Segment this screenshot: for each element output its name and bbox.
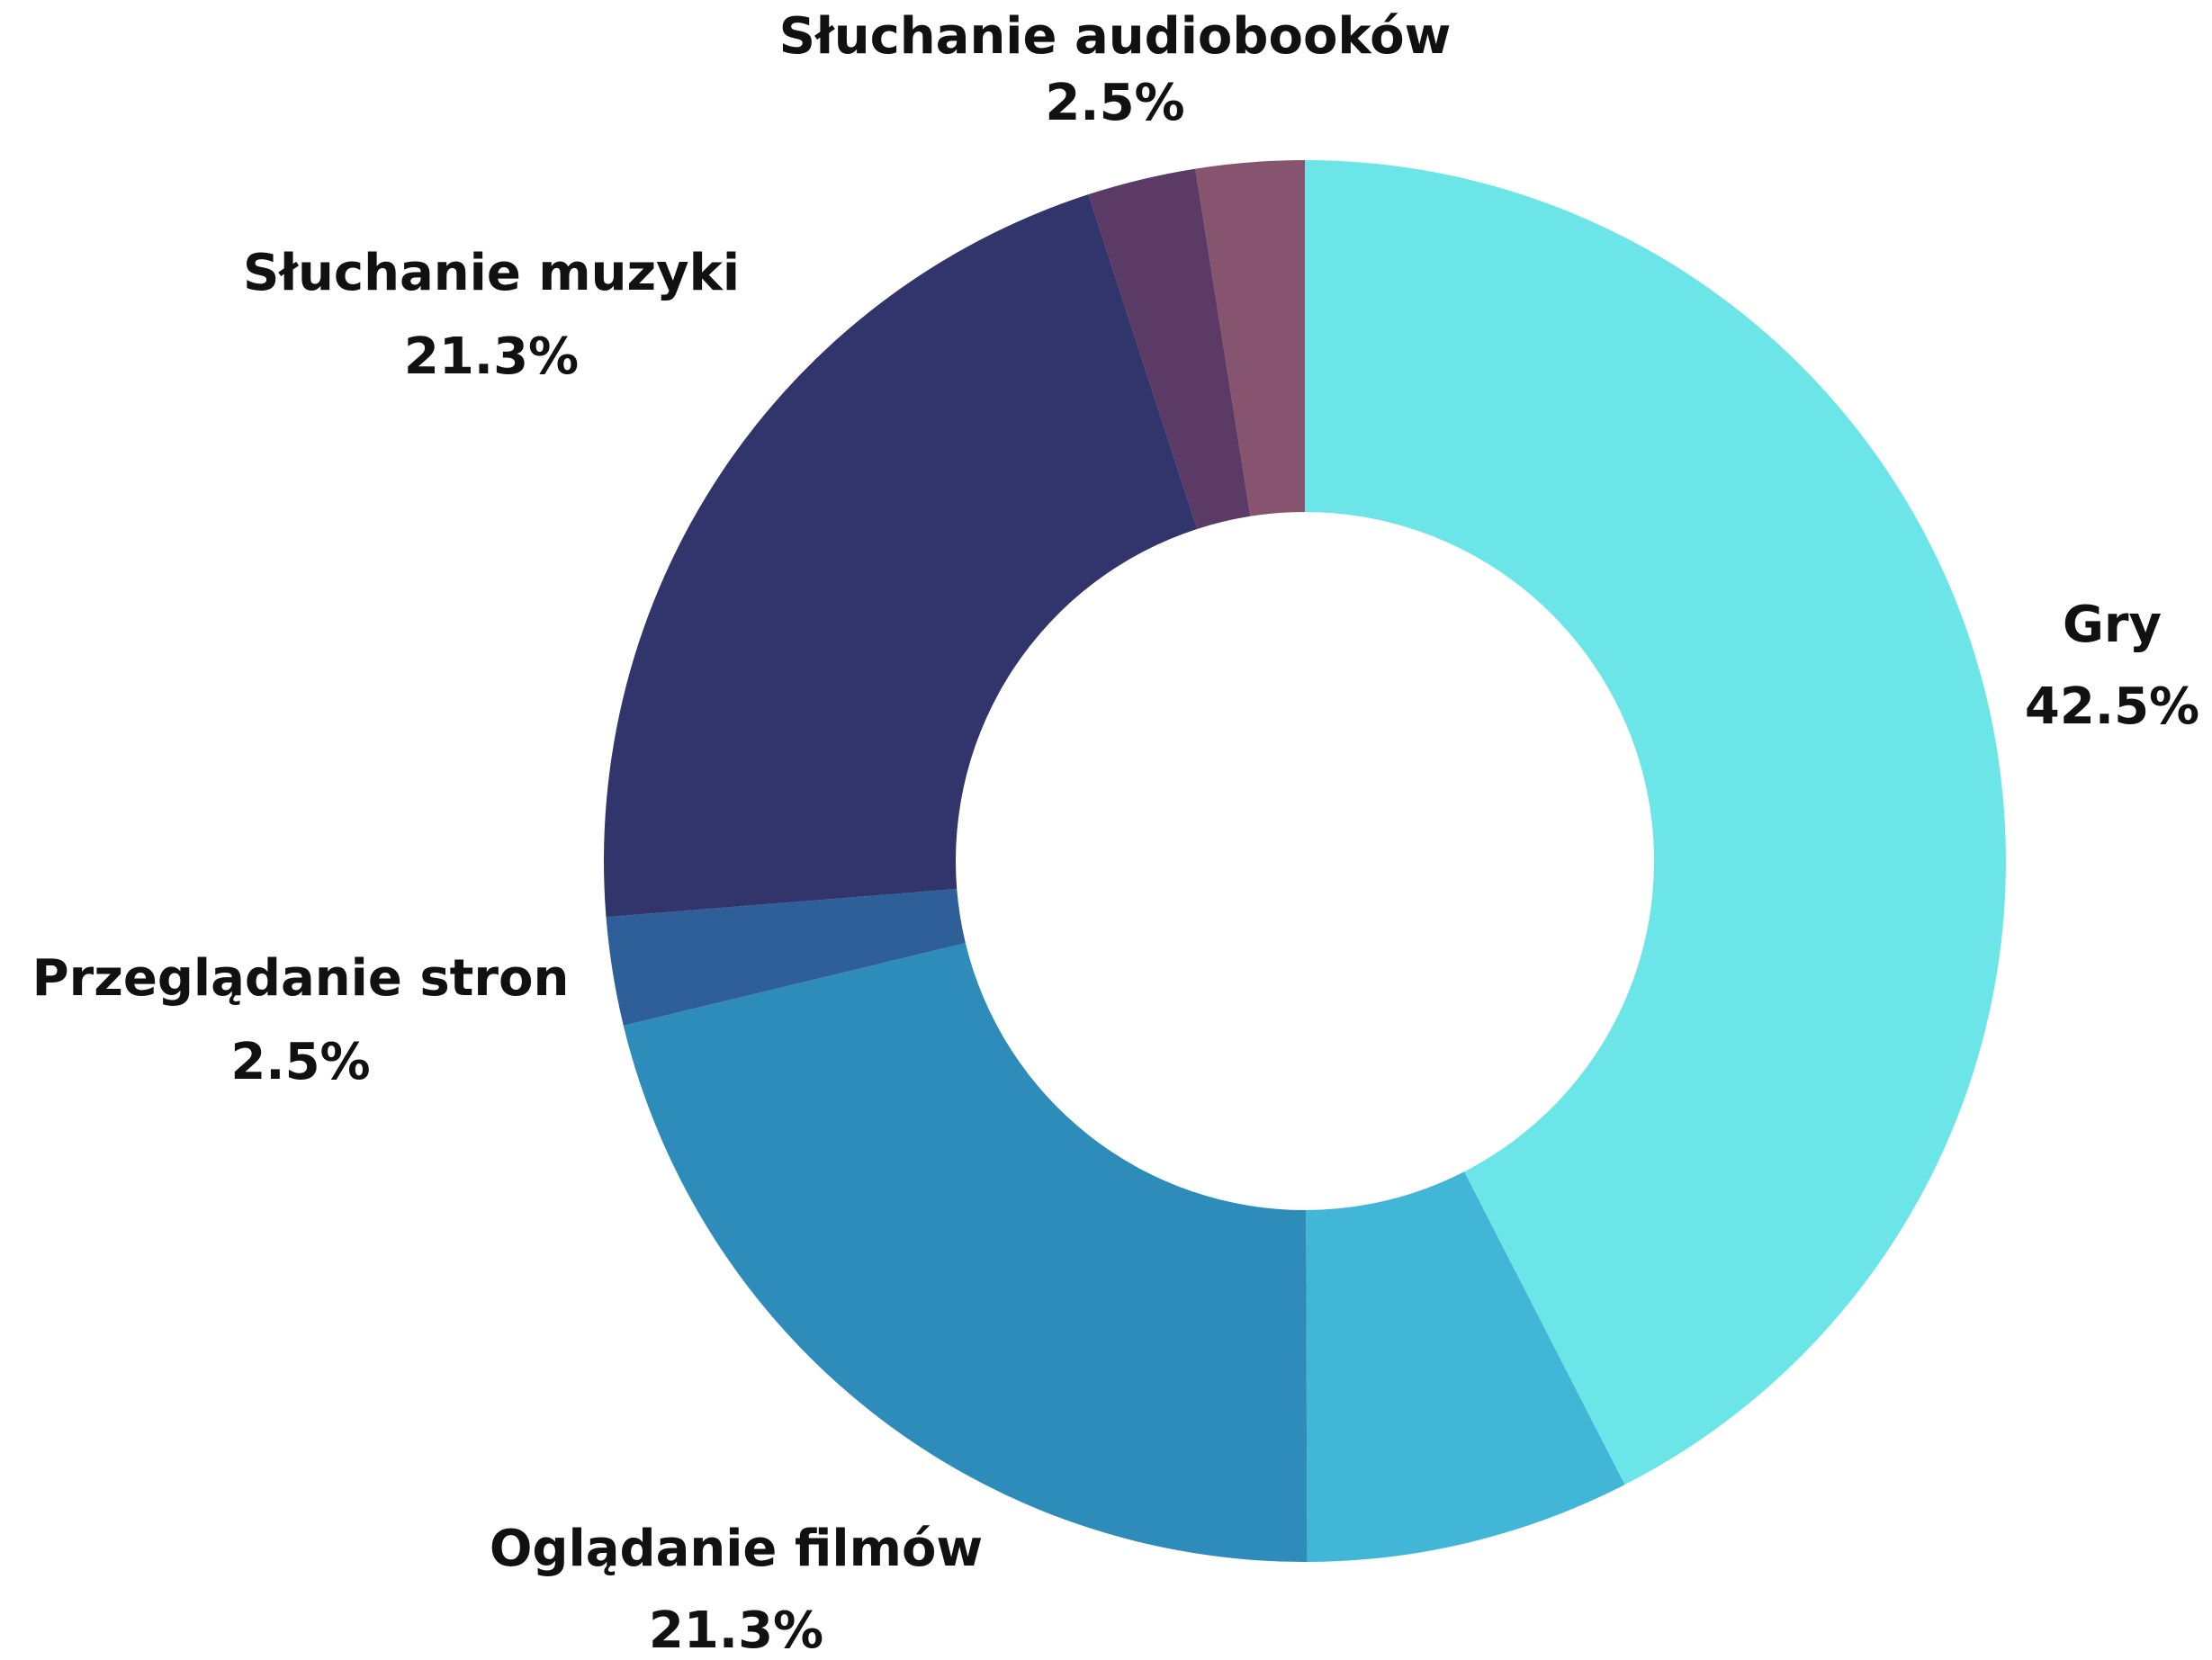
slice-value-label: 2.5% [1045,74,1184,132]
donut-slice [623,943,1308,1562]
slice-value-label: 21.3% [404,328,579,386]
slice-label: Gry [2063,596,2162,654]
slice-label: Przeglądanie stron [32,949,570,1008]
donut-slice [604,194,1198,918]
donut-slice [1088,168,1251,529]
donut-slice [606,889,966,1026]
slice-value-label: 21.3% [649,1602,823,1660]
donut-slice [1306,1171,1625,1562]
slice-label: Oglądanie filmów [490,1520,983,1578]
slice-value-label: 2.5% [230,1033,370,1091]
slice-label: Słuchanie muzyki [243,244,740,302]
slice-label: Słuchanie audiobooków [779,7,1452,66]
donut-slice [1305,160,2007,1485]
donut-slice [1195,160,1305,516]
slice-value-label: 42.5% [2025,677,2199,736]
